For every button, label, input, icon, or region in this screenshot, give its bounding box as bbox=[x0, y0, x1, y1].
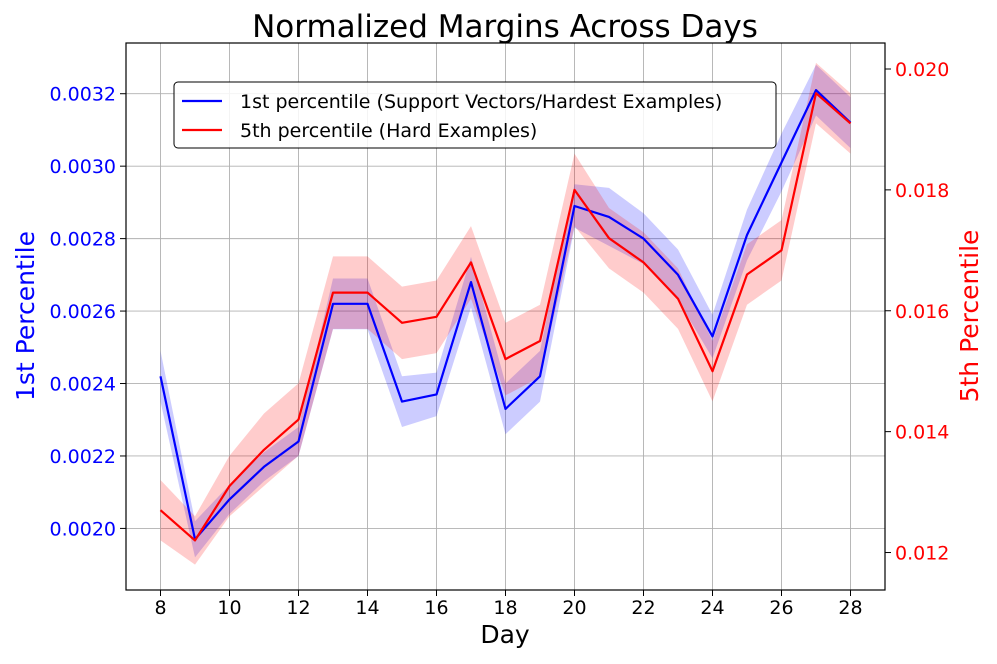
left-y-tick-label: 0.0020 bbox=[50, 518, 116, 540]
x-tick-label: 18 bbox=[493, 597, 517, 619]
left-y-tick-label: 0.0026 bbox=[50, 301, 116, 323]
left-y-axis-label: 1st Percentile bbox=[11, 231, 40, 401]
x-tick-label: 10 bbox=[217, 597, 241, 619]
x-tick-label: 24 bbox=[700, 597, 724, 619]
chart-title: Normalized Margins Across Days bbox=[252, 9, 758, 45]
left-y-tick-label: 0.0022 bbox=[50, 446, 116, 468]
right-y-tick-label: 0.012 bbox=[895, 543, 949, 565]
legend: 1st percentile (Support Vectors/Hardest … bbox=[173, 81, 777, 149]
legend-box bbox=[173, 81, 777, 149]
right-y-tick-label: 0.016 bbox=[895, 301, 949, 323]
5th-percentile-band bbox=[160, 62, 851, 565]
right-y-tick-label: 0.018 bbox=[895, 180, 949, 202]
left-y-tick-label: 0.0028 bbox=[50, 229, 116, 251]
x-tick-label: 26 bbox=[769, 597, 793, 619]
x-tick-label: 16 bbox=[424, 597, 448, 619]
left-y-tick-label: 0.0032 bbox=[50, 84, 116, 106]
left-y-tick-label: 0.0024 bbox=[50, 374, 116, 396]
x-tick-label: 22 bbox=[631, 597, 655, 619]
legend-label-5th-percentile: 5th percentile (Hard Examples) bbox=[240, 120, 537, 142]
legend-label-1st-percentile: 1st percentile (Support Vectors/Hardest … bbox=[240, 91, 722, 113]
x-axis-ticks: 8 10 12 14 16 18 20 22 24 26 28 bbox=[154, 590, 863, 619]
5th-percentile-line bbox=[159, 92, 852, 542]
right-y-tick-label: 0.020 bbox=[895, 59, 949, 81]
confidence-bands bbox=[160, 62, 851, 565]
x-tick-label: 14 bbox=[355, 597, 379, 619]
1st-percentile-line bbox=[159, 88, 852, 541]
x-tick-label: 20 bbox=[562, 597, 586, 619]
1st-percentile-band bbox=[160, 64, 851, 558]
series-lines bbox=[159, 88, 852, 542]
left-y-axis-ticks: 0.0020 0.0022 0.0024 0.0026 0.0028 0.0030 0.00… bbox=[50, 84, 126, 540]
right-y-axis-ticks: 0.012 0.014 0.016 0.018 0.020 bbox=[885, 59, 949, 565]
right-y-axis-label: 5th Percentile bbox=[955, 230, 984, 403]
x-tick-label: 28 bbox=[838, 597, 862, 619]
left-y-tick-label: 0.0030 bbox=[50, 156, 116, 178]
x-tick-label: 8 bbox=[154, 597, 166, 619]
x-tick-label: 12 bbox=[286, 597, 310, 619]
x-axis-label: Day bbox=[480, 620, 530, 649]
right-y-tick-label: 0.014 bbox=[895, 422, 949, 444]
